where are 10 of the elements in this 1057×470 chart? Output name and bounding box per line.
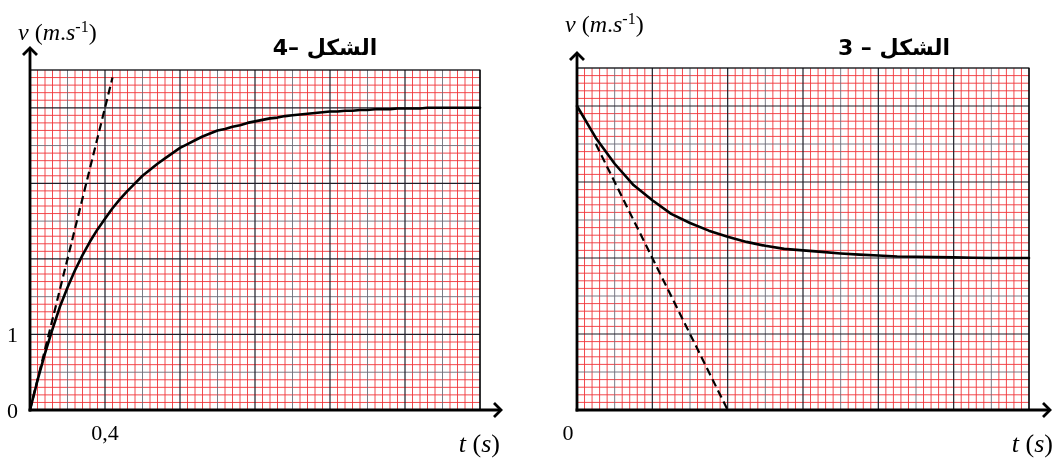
title: الشكل – 3 <box>837 35 951 60</box>
y-axis-title: v (m.s$^{-1}$) <box>18 17 97 45</box>
y-axis-title: v (m.s$^{-1}$) <box>565 9 644 37</box>
title: الشكل –4 <box>272 35 378 60</box>
y-tick-label: 1 <box>7 322 18 348</box>
x-axis-title: t (s) <box>1011 429 1053 458</box>
annotation: 0,4 <box>91 420 119 445</box>
annotation: 0 <box>562 420 574 445</box>
x-axis-title: t (s) <box>458 429 500 458</box>
y-tick-label: 0 <box>7 398 18 423</box>
